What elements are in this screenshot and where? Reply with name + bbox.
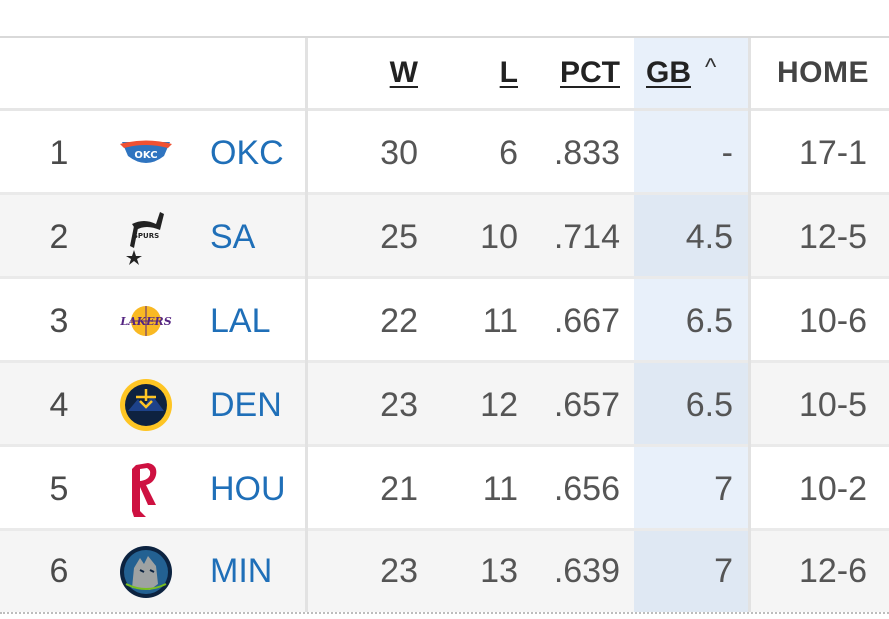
losses-cell: 6: [499, 133, 518, 172]
pct-cell: .833: [553, 133, 620, 172]
rank-cell: 6: [49, 552, 69, 590]
column-divider: [748, 38, 751, 612]
losses-cell: 11: [482, 469, 518, 508]
nuggets-logo-icon: [112, 363, 180, 447]
wins-cell: 22: [380, 301, 418, 340]
table-row: 6 MIN 23 13 .639 7 12-6: [0, 531, 889, 612]
gb-cell: 7: [634, 447, 748, 531]
rank-cell: 4: [49, 385, 69, 424]
table-header-row: W L PCT GB ^ HOME: [0, 38, 889, 111]
rockets-logo-icon: [112, 447, 180, 531]
wins-cell: 23: [380, 552, 418, 590]
wins-cell: 23: [380, 385, 418, 424]
home-record-cell: 10-6: [798, 301, 867, 340]
gb-cell: 7: [634, 531, 748, 612]
table-row: 2 SPURS SA 25 10 .714 4.5 12-5: [0, 195, 889, 279]
okc-thunder-logo-icon: OKC: [112, 111, 180, 195]
wins-cell: 30: [380, 133, 418, 172]
column-header-w-label: W: [389, 56, 418, 89]
column-header-pct[interactable]: PCT: [520, 38, 620, 108]
rank-cell: 5: [49, 469, 69, 508]
gb-cell: 6.5: [634, 363, 748, 447]
spurs-logo-icon: SPURS: [112, 195, 180, 279]
table-top-border: [0, 36, 889, 39]
column-header-gb[interactable]: GB ^: [634, 38, 748, 108]
home-record-cell: 10-2: [798, 469, 867, 508]
rank-cell: 1: [49, 133, 69, 172]
timberwolves-logo-icon: [112, 531, 180, 612]
table-row: 1 OKC OKC 30 6 .833 - 17-1: [0, 111, 889, 195]
column-divider: [305, 38, 308, 612]
table-row: 4 DEN 23 12 .657 6.5 10-5: [0, 363, 889, 447]
svg-text:OKC: OKC: [134, 150, 157, 161]
svg-text:SPURS: SPURS: [133, 232, 159, 240]
column-header-l-label: L: [499, 56, 518, 89]
losses-cell: 11: [482, 301, 518, 340]
team-link-hou[interactable]: HOU: [210, 469, 286, 508]
row-divider: [0, 360, 889, 363]
losses-cell: 12: [480, 385, 518, 424]
table-row: 3 LAKERS LAL 22 11 .667 6.5 10-6: [0, 279, 889, 363]
team-link-den[interactable]: DEN: [210, 385, 282, 424]
column-header-pct-label: PCT: [560, 56, 620, 89]
gb-cell: 6.5: [634, 279, 748, 363]
caret-up-icon: ^: [705, 54, 717, 81]
pct-cell: .714: [553, 217, 620, 256]
team-link-min[interactable]: MIN: [210, 552, 273, 590]
pct-cell: .639: [553, 552, 620, 590]
column-header-gb-label: GB: [646, 56, 691, 89]
row-divider: [0, 192, 889, 195]
column-header-l[interactable]: L: [420, 38, 518, 108]
pct-cell: .667: [553, 301, 620, 340]
rank-cell: 2: [49, 217, 69, 256]
pct-cell: .656: [553, 469, 620, 508]
home-record-cell: 17-1: [798, 133, 867, 172]
column-header-w[interactable]: W: [310, 38, 418, 108]
table-bottom-dotted-border: [0, 612, 889, 614]
team-link-okc[interactable]: OKC: [210, 133, 284, 172]
lakers-logo-icon: LAKERS: [112, 279, 180, 363]
rank-cell: 3: [49, 301, 69, 340]
home-record-cell: 10-5: [798, 385, 867, 424]
home-record-cell: 12-6: [798, 552, 867, 590]
column-header-home[interactable]: HOME: [750, 38, 889, 108]
team-link-lal[interactable]: LAL: [210, 301, 271, 340]
home-record-cell: 12-5: [798, 217, 867, 256]
wins-cell: 25: [380, 217, 418, 256]
svg-text:LAKERS: LAKERS: [119, 315, 171, 328]
gb-cell: -: [634, 111, 748, 195]
pct-cell: .657: [553, 385, 620, 424]
team-link-sa[interactable]: SA: [210, 217, 256, 256]
row-divider: [0, 444, 889, 447]
losses-cell: 13: [480, 552, 518, 590]
column-header-home-label: HOME: [777, 56, 869, 89]
table-row: 5 HOU 21 11 .656 7 10-2: [0, 447, 889, 531]
row-divider: [0, 528, 889, 531]
wins-cell: 21: [380, 469, 418, 508]
gb-cell: 4.5: [634, 195, 748, 279]
losses-cell: 10: [480, 217, 518, 256]
row-divider: [0, 276, 889, 279]
